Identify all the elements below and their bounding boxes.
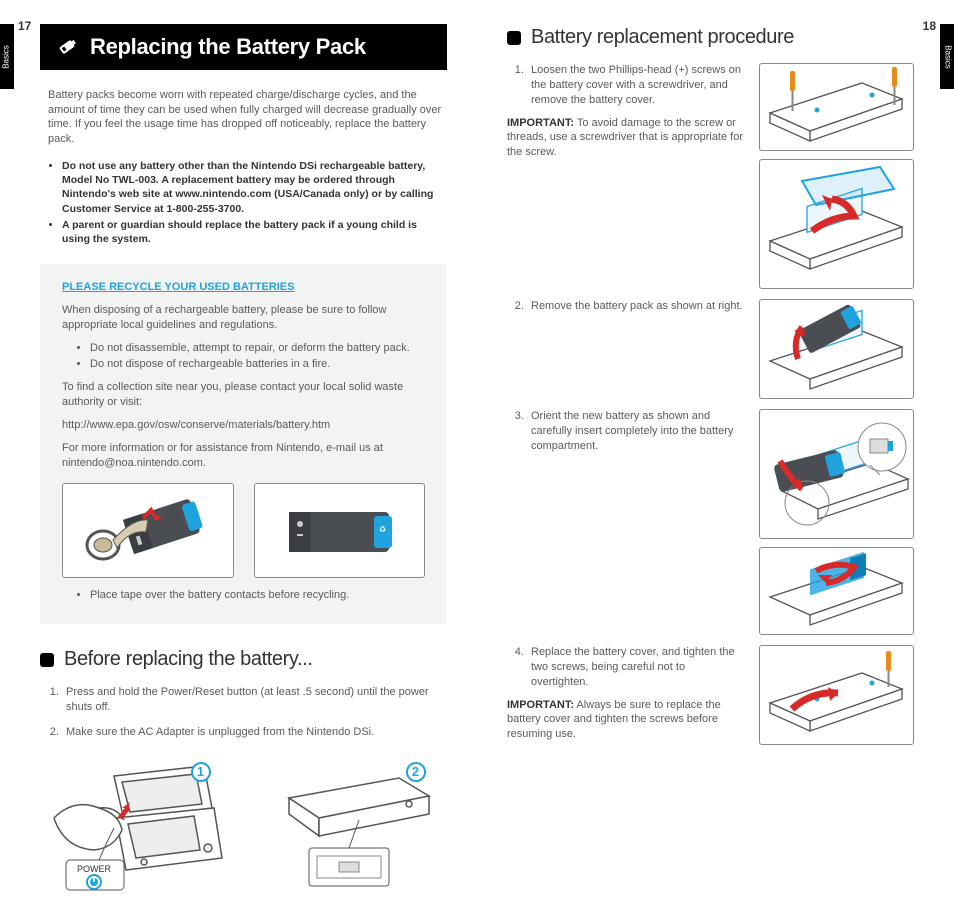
procedure-step-3: Orient the new battery as shown and care… bbox=[507, 409, 914, 635]
before-steps: Press and hold the Power/Reset button (a… bbox=[62, 685, 447, 740]
recycle-url: http://www.epa.gov/osw/conserve/material… bbox=[62, 418, 425, 433]
figure-number-2: 2 bbox=[406, 762, 426, 782]
page-title: Replacing the Battery Pack bbox=[90, 32, 366, 62]
tape-battery-figure bbox=[62, 483, 234, 578]
title-bar: Replacing the Battery Pack bbox=[40, 24, 447, 70]
step2-text: Remove the battery pack as shown at righ… bbox=[527, 299, 745, 314]
procedure-heading: Battery replacement procedure bbox=[531, 24, 794, 51]
figure-number-1: 1 bbox=[191, 762, 211, 782]
square-bullet-icon bbox=[507, 31, 521, 45]
step3-text: Orient the new battery as shown and care… bbox=[527, 409, 745, 454]
step1-text: Loosen the two Phillips-head (+) screws … bbox=[527, 63, 745, 108]
page-left: 17 Basics Replacing the Battery Pack Bat… bbox=[0, 0, 477, 911]
step1-figure-b bbox=[759, 159, 914, 289]
before-section-head: Before replacing the battery... bbox=[40, 646, 447, 673]
recycle-p2: To find a collection site near you, plea… bbox=[62, 380, 425, 410]
recycle-title: PLEASE RECYCLE YOUR USED BATTERIES bbox=[62, 280, 425, 295]
page-number-right: 18 bbox=[923, 18, 936, 34]
battery-figure: ♻ bbox=[254, 483, 426, 578]
unplug-figure: 2 bbox=[259, 758, 444, 898]
step3-figure-b bbox=[759, 547, 914, 635]
before-heading: Before replacing the battery... bbox=[64, 646, 313, 673]
intro-text: Battery packs become worn with repeated … bbox=[48, 88, 447, 147]
side-tab-left: Basics bbox=[0, 24, 14, 89]
procedure-step-4: Replace the battery cover, and tighten t… bbox=[507, 645, 914, 745]
recycle-bullets: Do not disassemble, attempt to repair, o… bbox=[90, 341, 425, 373]
recycle-box: PLEASE RECYCLE YOUR USED BATTERIES When … bbox=[40, 264, 447, 624]
square-bullet-icon bbox=[40, 653, 54, 667]
step4-text: Replace the battery cover, and tighten t… bbox=[527, 645, 745, 690]
recycle-p3: For more information or for assistance f… bbox=[62, 441, 425, 471]
page-right: 18 Basics Battery replacement procedure … bbox=[477, 0, 954, 911]
warning-item: Do not use any battery other than the Ni… bbox=[62, 159, 447, 216]
battery-icon bbox=[54, 34, 80, 60]
svg-text:♻: ♻ bbox=[379, 525, 386, 534]
side-tab-right: Basics bbox=[940, 24, 954, 89]
recycle-p1: When disposing of a rechargeable battery… bbox=[62, 303, 425, 333]
power-off-figure: POWER 1 bbox=[44, 758, 229, 898]
step2-figure bbox=[759, 299, 914, 399]
step3-figure-a bbox=[759, 409, 914, 539]
procedure-step-1: Loosen the two Phillips-head (+) screws … bbox=[507, 63, 914, 289]
warning-list: Do not use any battery other than the Ni… bbox=[62, 159, 447, 246]
before-step: Press and hold the Power/Reset button (a… bbox=[62, 685, 447, 715]
tape-note-list: Place tape over the battery contacts bef… bbox=[90, 588, 425, 603]
before-step: Make sure the AC Adapter is unplugged fr… bbox=[62, 725, 447, 740]
warning-item: A parent or guardian should replace the … bbox=[62, 218, 447, 246]
power-label: POWER bbox=[76, 864, 111, 874]
procedure-section-head: Battery replacement procedure bbox=[507, 24, 914, 51]
before-figures: POWER 1 bbox=[40, 758, 447, 898]
step1-figure-a bbox=[759, 63, 914, 151]
tape-note: Place tape over the battery contacts bef… bbox=[90, 588, 425, 603]
recycle-image-row: ♻ bbox=[62, 483, 425, 578]
procedure-step-2: Remove the battery pack as shown at righ… bbox=[507, 299, 914, 399]
page-number-left: 17 bbox=[18, 18, 31, 34]
step4-important: IMPORTANT: Always be sure to replace the… bbox=[507, 698, 745, 743]
step4-figure bbox=[759, 645, 914, 745]
recycle-bullet: Do not dispose of rechargeable batteries… bbox=[90, 357, 425, 372]
step1-important: IMPORTANT: To avoid damage to the screw … bbox=[507, 116, 745, 161]
recycle-bullet: Do not disassemble, attempt to repair, o… bbox=[90, 341, 425, 356]
